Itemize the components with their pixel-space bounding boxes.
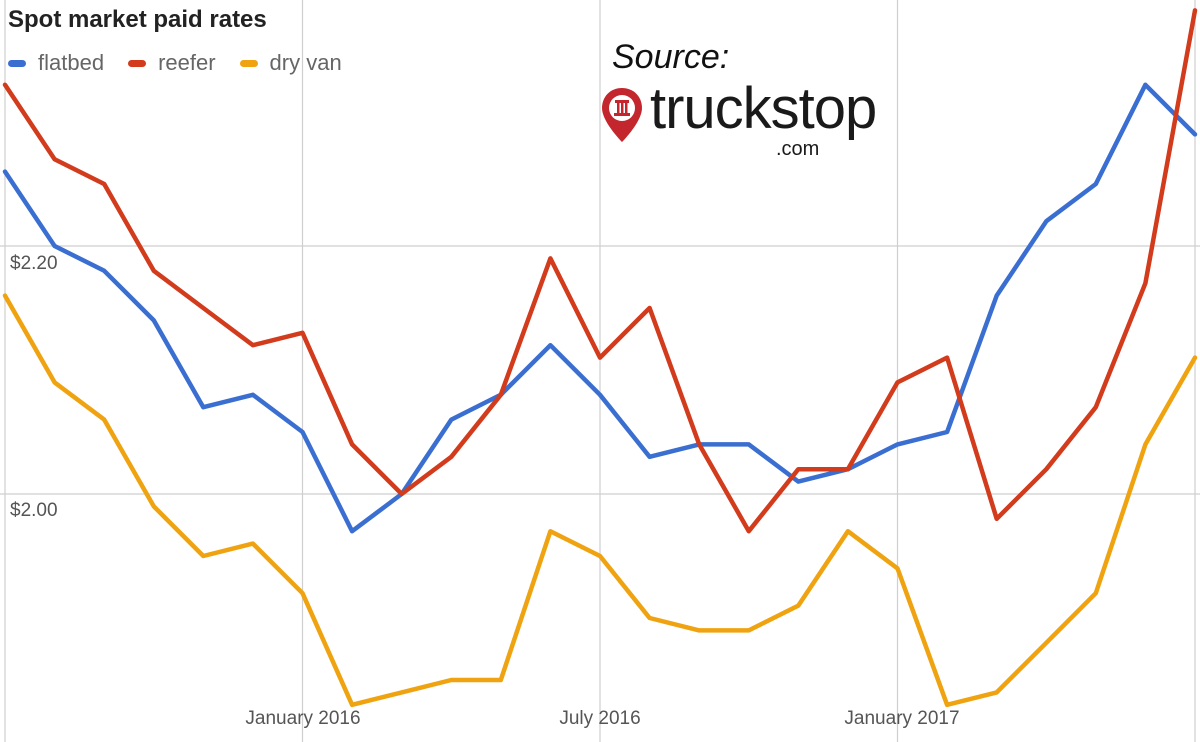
legend-item-dry-van: dry van: [239, 50, 342, 76]
legend-label-flatbed: flatbed: [38, 50, 105, 75]
legend-swatch-dry-van: [239, 59, 258, 67]
series-line-reefer: [2, 8, 1198, 534]
legend-item-flatbed: flatbed: [8, 50, 104, 76]
series-line-flatbed: [2, 82, 1198, 534]
legend-swatch-flatbed: [8, 59, 26, 67]
x-tick-label: January 2016: [245, 708, 361, 729]
legend-item-reefer: reefer: [128, 50, 216, 76]
logo-wordmark: truckstop: [650, 76, 877, 141]
source-attribution: Source: truckstop .com: [602, 38, 877, 160]
series-line-dry-van: [2, 293, 1198, 708]
source-label: Source:: [612, 38, 730, 76]
truckstop-logo: truckstop .com: [600, 76, 877, 160]
y-tick-label: $2.00: [10, 500, 58, 521]
legend-label-reefer: reefer: [158, 50, 216, 75]
legend: flatbed reefer dry van: [8, 50, 342, 76]
legend-swatch-reefer: [128, 59, 147, 67]
series-lines: [2, 8, 1198, 708]
x-tick-label: January 2017: [844, 708, 960, 729]
chart-title: Spot market paid rates: [8, 6, 267, 33]
y-tick-label: $2.20: [10, 253, 58, 274]
x-tick-label: July 2016: [559, 708, 641, 729]
legend-label-dry-van: dry van: [269, 50, 342, 75]
map-pin-icon: [602, 88, 642, 142]
logo-suffix: .com: [776, 138, 820, 160]
